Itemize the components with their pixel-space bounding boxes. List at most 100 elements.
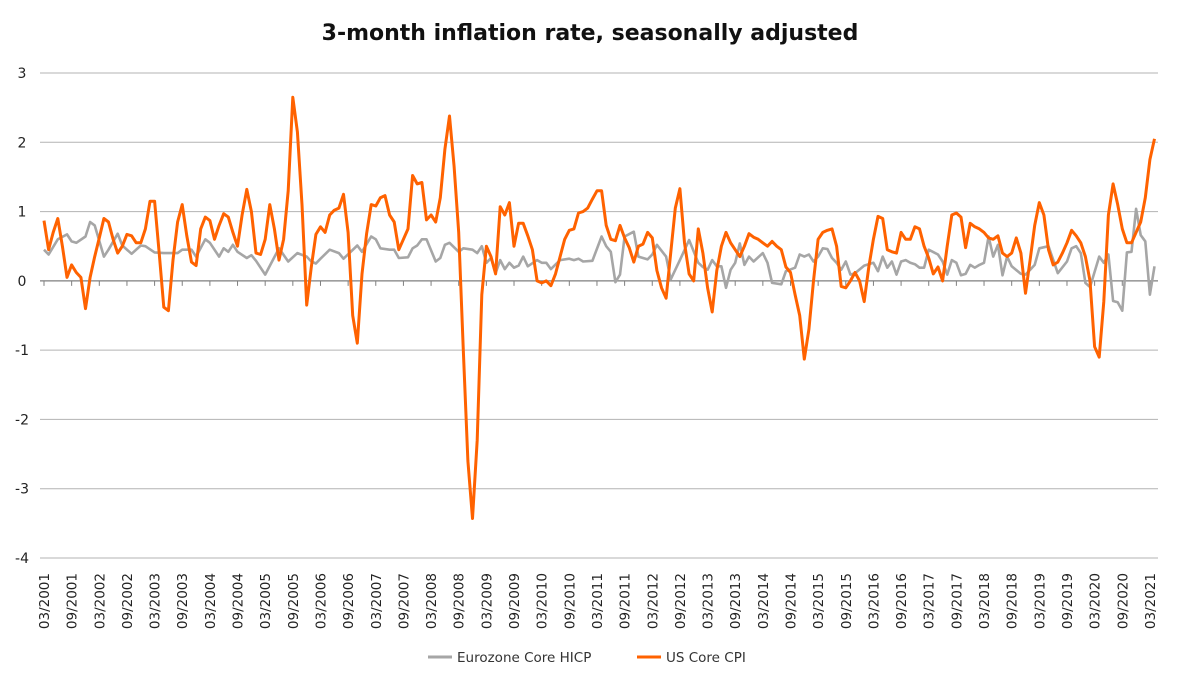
data-point bbox=[402, 238, 404, 240]
data-point bbox=[946, 274, 948, 276]
data-point bbox=[393, 249, 395, 251]
data-point bbox=[375, 238, 377, 240]
data-point bbox=[849, 280, 851, 282]
data-point bbox=[614, 281, 616, 283]
data-point bbox=[688, 239, 690, 241]
data-point bbox=[149, 200, 151, 202]
data-point bbox=[665, 256, 667, 258]
data-point bbox=[352, 315, 354, 317]
data-point bbox=[637, 256, 639, 258]
data-point bbox=[743, 264, 745, 266]
data-point bbox=[232, 231, 234, 233]
data-point bbox=[131, 253, 133, 255]
data-point bbox=[757, 238, 759, 240]
data-point bbox=[1015, 237, 1017, 239]
data-point bbox=[425, 238, 427, 240]
data-point bbox=[536, 280, 538, 282]
x-tick-label: 03/2013 bbox=[701, 573, 717, 629]
data-point bbox=[637, 245, 639, 247]
data-point bbox=[324, 231, 326, 233]
data-point bbox=[877, 270, 879, 272]
data-point bbox=[1075, 245, 1077, 247]
data-point bbox=[914, 226, 916, 228]
data-point bbox=[707, 287, 709, 289]
data-point bbox=[449, 242, 451, 244]
data-point bbox=[928, 249, 930, 251]
data-point bbox=[923, 245, 925, 247]
data-point bbox=[568, 258, 570, 260]
data-point bbox=[582, 260, 584, 262]
data-point bbox=[974, 226, 976, 228]
data-point bbox=[679, 259, 681, 261]
data-point bbox=[766, 245, 768, 247]
data-point bbox=[112, 238, 114, 240]
data-point bbox=[1038, 247, 1040, 249]
data-point bbox=[1117, 204, 1119, 206]
data-point bbox=[988, 237, 990, 239]
x-tick-label: 03/2010 bbox=[535, 573, 551, 629]
data-point bbox=[753, 236, 755, 238]
data-point bbox=[393, 221, 395, 223]
legend: Eurozone Core HICP US Core CPI bbox=[428, 650, 746, 666]
data-point bbox=[720, 245, 722, 247]
data-point bbox=[863, 301, 865, 303]
data-point bbox=[1084, 256, 1086, 258]
data-point bbox=[181, 249, 183, 251]
data-point bbox=[430, 214, 432, 216]
x-tick-label: 09/2013 bbox=[728, 573, 744, 629]
x-tick-label: 09/2011 bbox=[618, 573, 634, 629]
data-point bbox=[421, 181, 423, 183]
x-tick-label: 03/2011 bbox=[590, 573, 606, 629]
data-point bbox=[490, 256, 492, 258]
x-tick-label: 03/2005 bbox=[258, 573, 274, 629]
data-point bbox=[1080, 252, 1082, 254]
data-point bbox=[1057, 272, 1059, 274]
data-point bbox=[1034, 264, 1036, 266]
data-point bbox=[75, 242, 77, 244]
data-point bbox=[499, 259, 501, 261]
data-point bbox=[1011, 252, 1013, 254]
data-point bbox=[826, 229, 828, 231]
series-line-us-core-cpi bbox=[42, 95, 1156, 520]
data-point bbox=[140, 245, 142, 247]
x-tick-label: 09/2010 bbox=[562, 573, 578, 629]
data-point bbox=[633, 231, 635, 233]
data-point bbox=[605, 245, 607, 247]
data-point bbox=[504, 268, 506, 270]
data-point bbox=[1126, 242, 1128, 244]
data-point bbox=[223, 247, 225, 249]
data-point bbox=[780, 249, 782, 251]
data-point bbox=[803, 358, 805, 360]
data-point bbox=[905, 238, 907, 240]
data-point bbox=[481, 245, 483, 247]
data-point bbox=[361, 251, 363, 253]
x-tick-label: 09/2017 bbox=[949, 573, 965, 629]
data-point bbox=[283, 238, 285, 240]
data-point bbox=[135, 242, 137, 244]
data-point bbox=[94, 256, 96, 258]
data-point bbox=[1080, 242, 1082, 244]
data-point bbox=[997, 235, 999, 237]
data-point bbox=[942, 260, 944, 262]
data-point bbox=[333, 209, 335, 211]
data-point bbox=[1025, 292, 1027, 294]
data-point bbox=[711, 311, 713, 313]
data-point bbox=[103, 218, 105, 220]
data-point bbox=[71, 264, 73, 266]
legend-label-eurozone-core-hicp: Eurozone Core HICP bbox=[457, 650, 591, 666]
x-tick-label: 03/2007 bbox=[369, 573, 385, 629]
data-point bbox=[227, 216, 229, 218]
data-point bbox=[725, 231, 727, 233]
data-point bbox=[103, 256, 105, 258]
data-point bbox=[550, 268, 552, 270]
data-point bbox=[965, 247, 967, 249]
x-tick-label: 03/2006 bbox=[313, 573, 329, 629]
data-point bbox=[785, 270, 787, 272]
data-point bbox=[218, 256, 220, 258]
data-point bbox=[739, 242, 741, 244]
data-point bbox=[614, 240, 616, 242]
data-point bbox=[849, 274, 851, 276]
data-point bbox=[144, 245, 146, 247]
data-point bbox=[771, 240, 773, 242]
data-point bbox=[587, 207, 589, 209]
